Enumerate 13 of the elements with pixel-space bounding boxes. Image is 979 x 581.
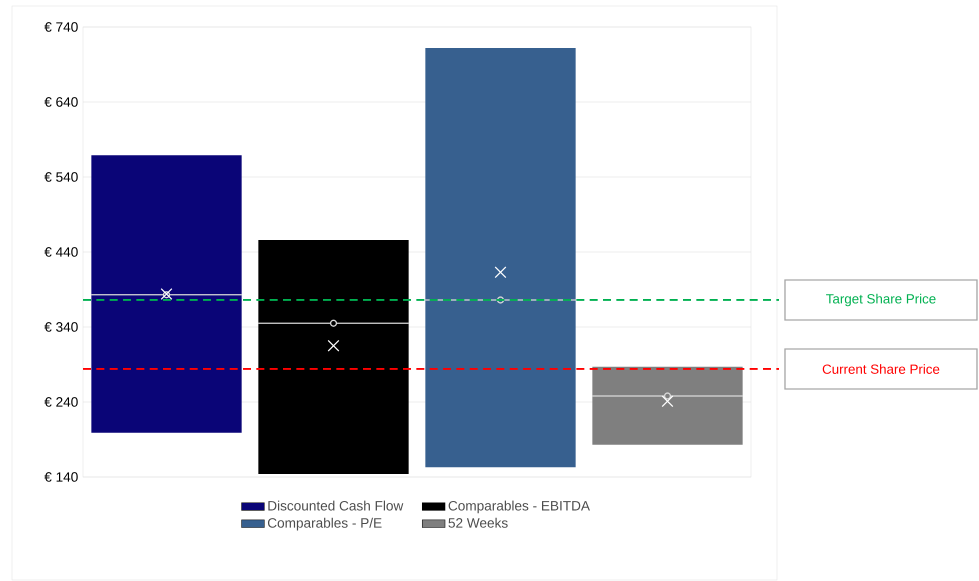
y-tick-label: € 540 (44, 172, 78, 182)
legend-label: 52 Weeks (448, 518, 508, 528)
y-tick-label: € 140 (44, 472, 78, 482)
legend-label: Comparables - P/E (268, 518, 382, 530)
y-tick-label: € 340 (44, 322, 78, 332)
y-tick-label: € 640 (44, 97, 78, 107)
legend-label: Comparables - EBITDA (448, 500, 590, 514)
y-tick-label: € 440 (44, 247, 78, 257)
legend-label: Discounted Cash Flow (268, 500, 404, 511)
y-tick-label: € 740 (44, 22, 78, 32)
ref-line-label: Current Share Price (822, 364, 940, 374)
ref-line-label: Target Share Price (826, 294, 936, 306)
y-tick-label: € 240 (44, 397, 78, 407)
